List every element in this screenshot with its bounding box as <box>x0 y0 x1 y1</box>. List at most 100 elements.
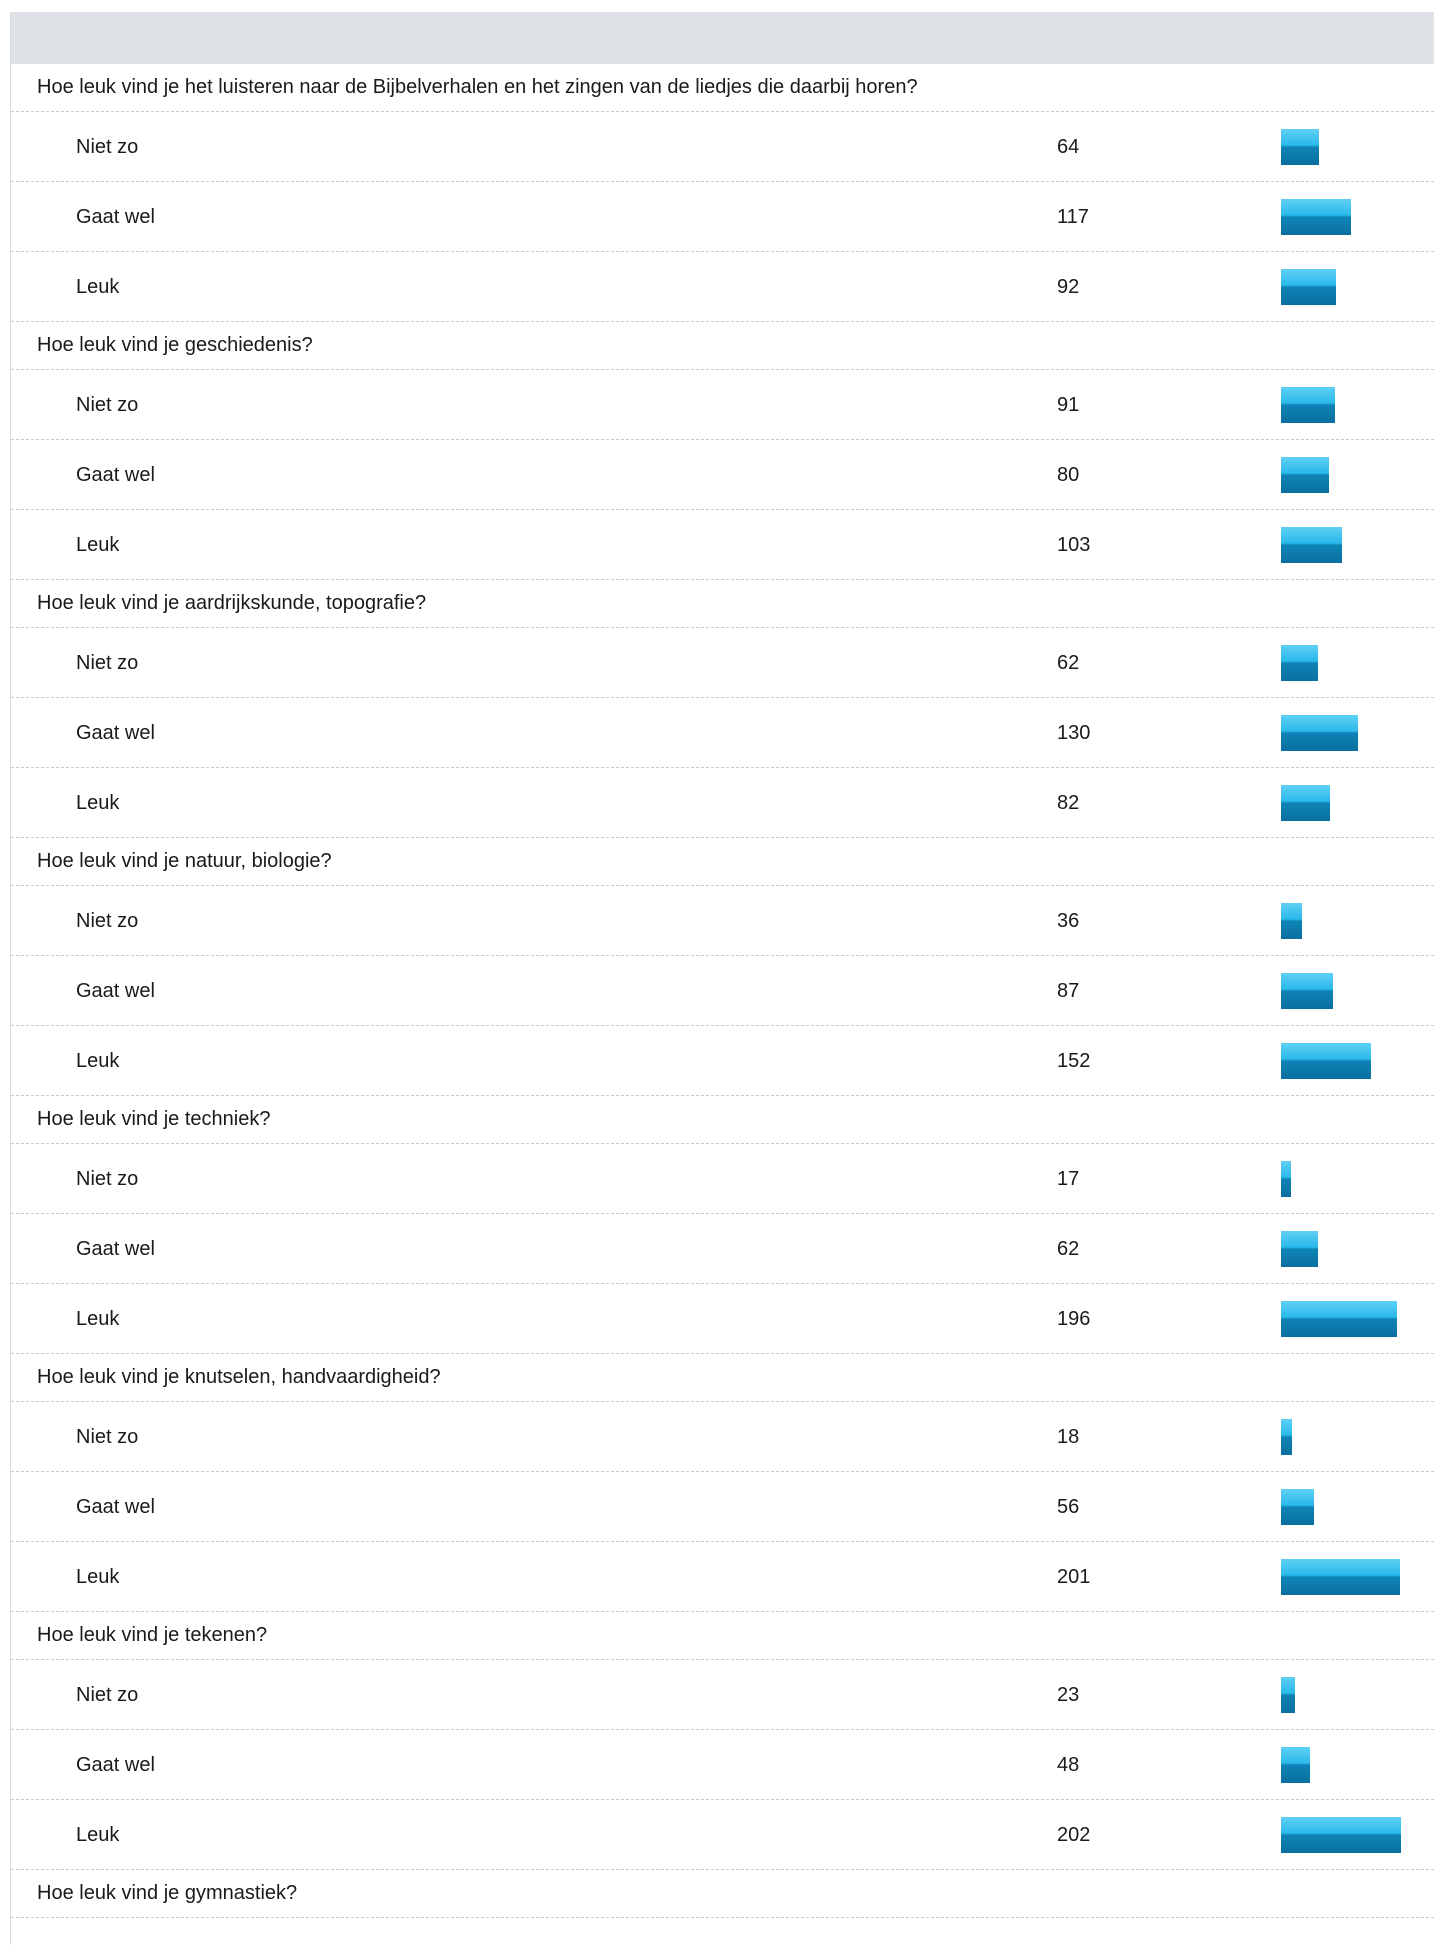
answer-row: Gaat wel 56 <box>11 1472 1434 1542</box>
answer-count: 23 <box>1057 1684 1080 1706</box>
answer-bar <box>1281 457 1329 493</box>
answer-row: Leuk 82 <box>11 768 1434 838</box>
table-header-bar <box>11 12 1434 64</box>
answer-count: 17 <box>1057 1168 1080 1190</box>
answer-count: 202 <box>1057 1824 1091 1846</box>
answer-label: Gaat wel <box>76 1238 155 1260</box>
answer-count: 91 <box>1057 394 1080 416</box>
answer-count: 92 <box>1057 276 1080 298</box>
answer-bar <box>1281 1301 1397 1337</box>
answer-bar <box>1281 645 1318 681</box>
answer-bar <box>1281 785 1330 821</box>
question-row: Hoe leuk vind je knutselen, handvaardigh… <box>11 1354 1434 1402</box>
answer-count: 196 <box>1057 1308 1091 1330</box>
answer-bar <box>1281 1161 1291 1197</box>
answer-count: 130 <box>1057 722 1091 744</box>
answer-count: 64 <box>1057 136 1080 158</box>
answer-label: Niet zo <box>76 1426 139 1448</box>
question-row: Hoe leuk vind je gymnastiek? <box>11 1870 1434 1918</box>
answer-row: Gaat wel 117 <box>11 182 1434 252</box>
answer-bar <box>1281 269 1336 305</box>
answer-label: Leuk <box>76 792 120 814</box>
question-row: Hoe leuk vind je het luisteren naar de B… <box>11 64 1434 112</box>
answer-count: 87 <box>1057 980 1080 1002</box>
question-row: Hoe leuk vind je aardrijkskunde, topogra… <box>11 580 1434 628</box>
question-text: Hoe leuk vind je het luisteren naar de B… <box>37 76 918 98</box>
answer-bar <box>1281 527 1342 563</box>
answer-row: Gaat wel 87 <box>11 956 1434 1026</box>
answer-label: Leuk <box>76 1050 120 1072</box>
answer-bar <box>1281 1489 1314 1525</box>
answer-bar <box>1281 387 1335 423</box>
question-row: Hoe leuk vind je geschiedenis? <box>11 322 1434 370</box>
answer-label: Leuk <box>76 1566 120 1588</box>
answer-bar <box>1281 715 1358 751</box>
answer-row: Gaat wel 130 <box>11 698 1434 768</box>
answer-label: Niet zo <box>76 910 139 932</box>
question-text: Hoe leuk vind je techniek? <box>37 1108 271 1130</box>
question-row: Hoe leuk vind je tekenen? <box>11 1612 1434 1660</box>
answer-row: Leuk 196 <box>11 1284 1434 1354</box>
answer-bar <box>1281 1419 1292 1455</box>
question-row: Hoe leuk vind je techniek? <box>11 1096 1434 1144</box>
answer-row: Leuk 201 <box>11 1542 1434 1612</box>
answer-bar <box>1281 1043 1371 1079</box>
answer-bar <box>1281 1559 1400 1595</box>
answer-label: Leuk <box>76 1308 120 1330</box>
question-text: Hoe leuk vind je natuur, biologie? <box>37 850 332 872</box>
survey-results-table: Hoe leuk vind je het luisteren naar de B… <box>11 64 1434 1918</box>
answer-row: Niet zo 36 <box>11 886 1434 956</box>
answer-label: Gaat wel <box>76 1754 155 1776</box>
answer-bar <box>1281 1747 1310 1783</box>
answer-label: Niet zo <box>76 136 139 158</box>
answer-row: Leuk 202 <box>11 1800 1434 1870</box>
question-text: Hoe leuk vind je gymnastiek? <box>37 1882 298 1904</box>
question-text: Hoe leuk vind je geschiedenis? <box>37 334 313 356</box>
answer-count: 103 <box>1057 534 1091 556</box>
answer-row: Leuk 103 <box>11 510 1434 580</box>
answer-label: Gaat wel <box>76 206 155 228</box>
answer-bar <box>1281 973 1333 1009</box>
answer-bar <box>1281 903 1302 939</box>
answer-label: Niet zo <box>76 652 139 674</box>
answer-bar <box>1281 1677 1295 1713</box>
question-text: Hoe leuk vind je aardrijkskunde, topogra… <box>37 592 427 614</box>
answer-label: Niet zo <box>76 1684 139 1706</box>
answer-label: Leuk <box>76 276 120 298</box>
answer-bar <box>1281 1817 1401 1853</box>
answer-count: 62 <box>1057 1238 1080 1260</box>
answer-label: Niet zo <box>76 1168 139 1190</box>
answer-label: Leuk <box>76 534 120 556</box>
answer-label: Leuk <box>76 1824 120 1846</box>
answer-row: Niet zo 91 <box>11 370 1434 440</box>
answer-row: Gaat wel 48 <box>11 1730 1434 1800</box>
answer-count: 48 <box>1057 1754 1080 1776</box>
answer-label: Niet zo <box>76 394 139 416</box>
answer-row: Leuk 92 <box>11 252 1434 322</box>
answer-count: 18 <box>1057 1426 1080 1448</box>
question-text: Hoe leuk vind je knutselen, handvaardigh… <box>37 1366 441 1388</box>
answer-row: Niet zo 18 <box>11 1402 1434 1472</box>
question-row: Hoe leuk vind je natuur, biologie? <box>11 838 1434 886</box>
answer-row: Niet zo 62 <box>11 628 1434 698</box>
answer-row: Leuk 152 <box>11 1026 1434 1096</box>
answer-count: 201 <box>1057 1566 1091 1588</box>
answer-row: Niet zo 23 <box>11 1660 1434 1730</box>
answer-bar <box>1281 1231 1318 1267</box>
answer-row: Niet zo 64 <box>11 112 1434 182</box>
answer-count: 82 <box>1057 792 1080 814</box>
answer-row: Gaat wel 62 <box>11 1214 1434 1284</box>
answer-count: 80 <box>1057 464 1080 486</box>
survey-results-panel: Hoe leuk vind je het luisteren naar de B… <box>10 12 1434 1945</box>
answer-count: 56 <box>1057 1496 1080 1518</box>
answer-count: 62 <box>1057 652 1080 674</box>
answer-label: Gaat wel <box>76 464 155 486</box>
answer-row: Niet zo 17 <box>11 1144 1434 1214</box>
answer-count: 36 <box>1057 910 1080 932</box>
answer-label: Gaat wel <box>76 1496 155 1518</box>
answer-count: 152 <box>1057 1050 1091 1072</box>
answer-row: Gaat wel 80 <box>11 440 1434 510</box>
answer-label: Gaat wel <box>76 722 155 744</box>
answer-count: 117 <box>1057 206 1089 228</box>
question-text: Hoe leuk vind je tekenen? <box>37 1624 268 1646</box>
